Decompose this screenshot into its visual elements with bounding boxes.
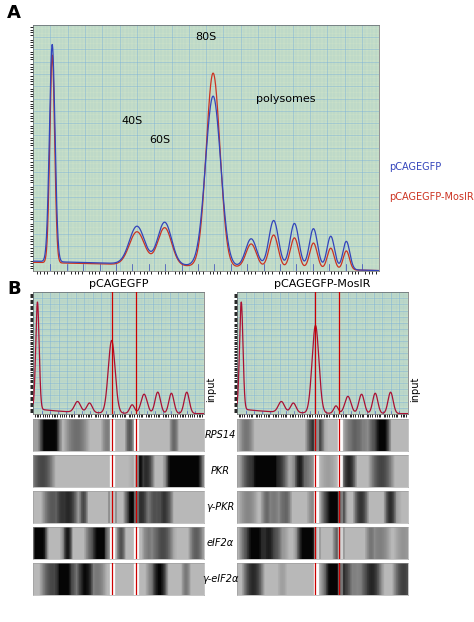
Text: pCAGEGFP: pCAGEGFP <box>389 162 441 172</box>
Text: γ-PKR: γ-PKR <box>206 502 235 512</box>
Text: eIF2α: eIF2α <box>207 538 234 548</box>
Text: B: B <box>7 280 21 298</box>
Text: pCAGEGFP-MosIR: pCAGEGFP-MosIR <box>389 192 474 202</box>
Text: PKR: PKR <box>211 466 230 476</box>
Text: A: A <box>7 4 21 22</box>
Text: pCAGEGFP-MosIR: pCAGEGFP-MosIR <box>274 279 371 289</box>
Text: 40S: 40S <box>121 116 142 126</box>
Text: RPS14: RPS14 <box>205 430 236 440</box>
Text: pCAGEGFP: pCAGEGFP <box>89 279 148 289</box>
Text: input: input <box>410 377 420 402</box>
Text: input: input <box>206 377 216 402</box>
Text: 80S: 80S <box>196 32 217 42</box>
Text: 60S: 60S <box>149 136 170 146</box>
Text: polysomes: polysomes <box>256 94 316 104</box>
Text: γ-eIF2α: γ-eIF2α <box>202 574 238 584</box>
